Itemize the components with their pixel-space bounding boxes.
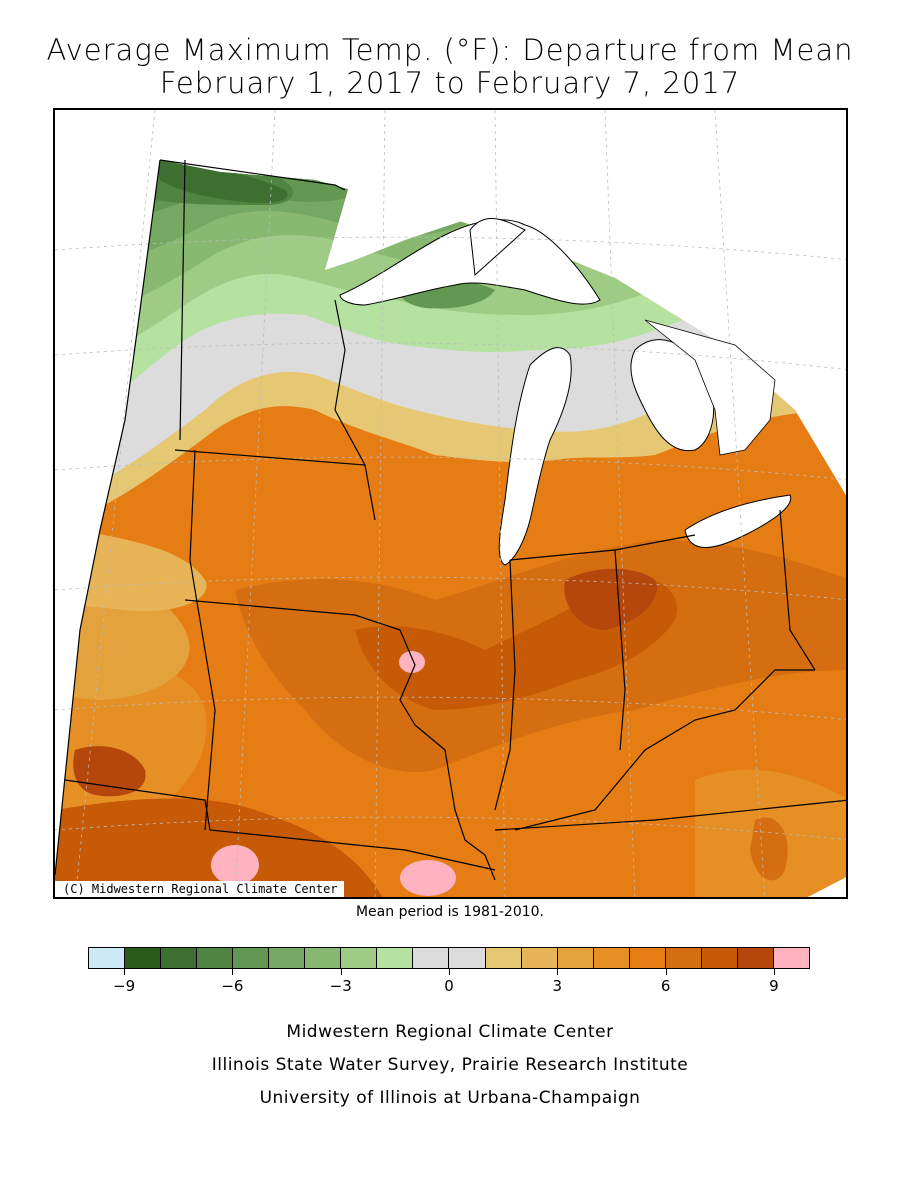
missouri-arkansas-border bbox=[64, 779, 496, 871]
map-title: Average Maximum Temp. (°F): Departure fr… bbox=[46, 33, 854, 67]
legend-swatch bbox=[233, 948, 270, 968]
superior-north-shore bbox=[469, 217, 526, 277]
legend-tick-label: −6 bbox=[221, 977, 244, 995]
legend-tick bbox=[449, 969, 450, 975]
legend-tick-label: 6 bbox=[660, 977, 671, 995]
legend-swatch bbox=[125, 948, 162, 968]
map-date-range: February 1, 2017 to February 7, 2017 bbox=[159, 66, 741, 100]
hot-spot-missouri bbox=[211, 845, 259, 885]
legend-tick-label: −9 bbox=[113, 977, 136, 995]
hot-spot-iowa bbox=[399, 651, 425, 673]
legend-tick-label: 0 bbox=[444, 977, 454, 995]
legend-swatch bbox=[269, 948, 306, 968]
contour-fills bbox=[55, 160, 846, 897]
ohio-river bbox=[514, 669, 815, 831]
legend-tick bbox=[773, 969, 775, 975]
legend-swatch bbox=[485, 948, 522, 968]
canada-north-blank bbox=[325, 130, 525, 270]
legend-tick bbox=[124, 969, 126, 975]
legend-swatch bbox=[737, 948, 774, 968]
lake-michigan bbox=[498, 347, 572, 566]
mean-period-note: Mean period is 1981-2010. bbox=[355, 904, 545, 920]
contour-band-3-4 bbox=[75, 530, 207, 611]
legend-tick-label: 9 bbox=[769, 977, 779, 995]
legend-swatch bbox=[701, 948, 738, 968]
iowa-missouri-border bbox=[184, 599, 416, 726]
lake-superior bbox=[339, 219, 601, 306]
temperature-departure-map[interactable] bbox=[55, 110, 848, 899]
legend-swatch bbox=[449, 948, 486, 968]
legend-swatch bbox=[341, 948, 378, 968]
color-scale-legend bbox=[88, 947, 810, 969]
canada-border-west bbox=[159, 159, 346, 191]
illinois-indiana-border bbox=[494, 559, 516, 811]
michigan-lower-peninsula-east-land bbox=[644, 319, 776, 456]
map-panel[interactable]: (C) Midwestern Regional Climate Center bbox=[53, 108, 848, 899]
legend-swatch bbox=[521, 948, 558, 968]
legend-swatch bbox=[161, 948, 198, 968]
iowa-nebraska-border bbox=[189, 449, 216, 831]
legend-tick bbox=[665, 969, 667, 975]
legend-tick bbox=[232, 969, 234, 975]
legend-swatch bbox=[665, 948, 702, 968]
graticule bbox=[55, 110, 846, 897]
contour-band-5-6 bbox=[55, 662, 207, 840]
credit-survey: Illinois State Water Survey, Prairie Res… bbox=[211, 1055, 689, 1075]
legend-swatch bbox=[413, 948, 450, 968]
hot-spot-southern-illinois bbox=[400, 860, 456, 896]
contour-band-7-8-east bbox=[750, 817, 788, 881]
legend-swatch bbox=[629, 948, 666, 968]
legend-swatch bbox=[557, 948, 594, 968]
credit-center: Midwestern Regional Climate Center bbox=[286, 1022, 614, 1042]
legend-swatch bbox=[593, 948, 630, 968]
credit-university: University of Illinois at Urbana-Champai… bbox=[259, 1088, 641, 1108]
contour-band-minus-7 bbox=[155, 160, 288, 203]
legend-swatch bbox=[305, 948, 342, 968]
minnesota-west-border bbox=[179, 159, 186, 441]
indiana-ohio-border bbox=[614, 549, 626, 751]
legend-swatch bbox=[377, 948, 414, 968]
minnesota-wisconsin-border bbox=[334, 299, 366, 466]
legend-tick bbox=[340, 969, 342, 975]
legend-tick-label: 3 bbox=[552, 977, 563, 995]
legend-tick-label: −3 bbox=[329, 977, 352, 995]
contour-band-9-plus-ohio bbox=[564, 568, 657, 630]
legend-swatch bbox=[197, 948, 234, 968]
legend-tick bbox=[557, 969, 559, 975]
illinois-missouri-border bbox=[414, 724, 496, 881]
lake-erie bbox=[684, 494, 792, 548]
state-boundaries bbox=[55, 159, 846, 881]
copyright-label: (C) Midwestern Regional Climate Center bbox=[55, 881, 344, 897]
legend-swatch bbox=[89, 948, 126, 968]
region-west-edge bbox=[55, 159, 161, 876]
great-lakes bbox=[325, 130, 792, 566]
ohio-pennsylvania-border bbox=[779, 509, 816, 671]
legend-swatch bbox=[773, 948, 809, 968]
kentucky-tennessee-border bbox=[494, 799, 846, 831]
